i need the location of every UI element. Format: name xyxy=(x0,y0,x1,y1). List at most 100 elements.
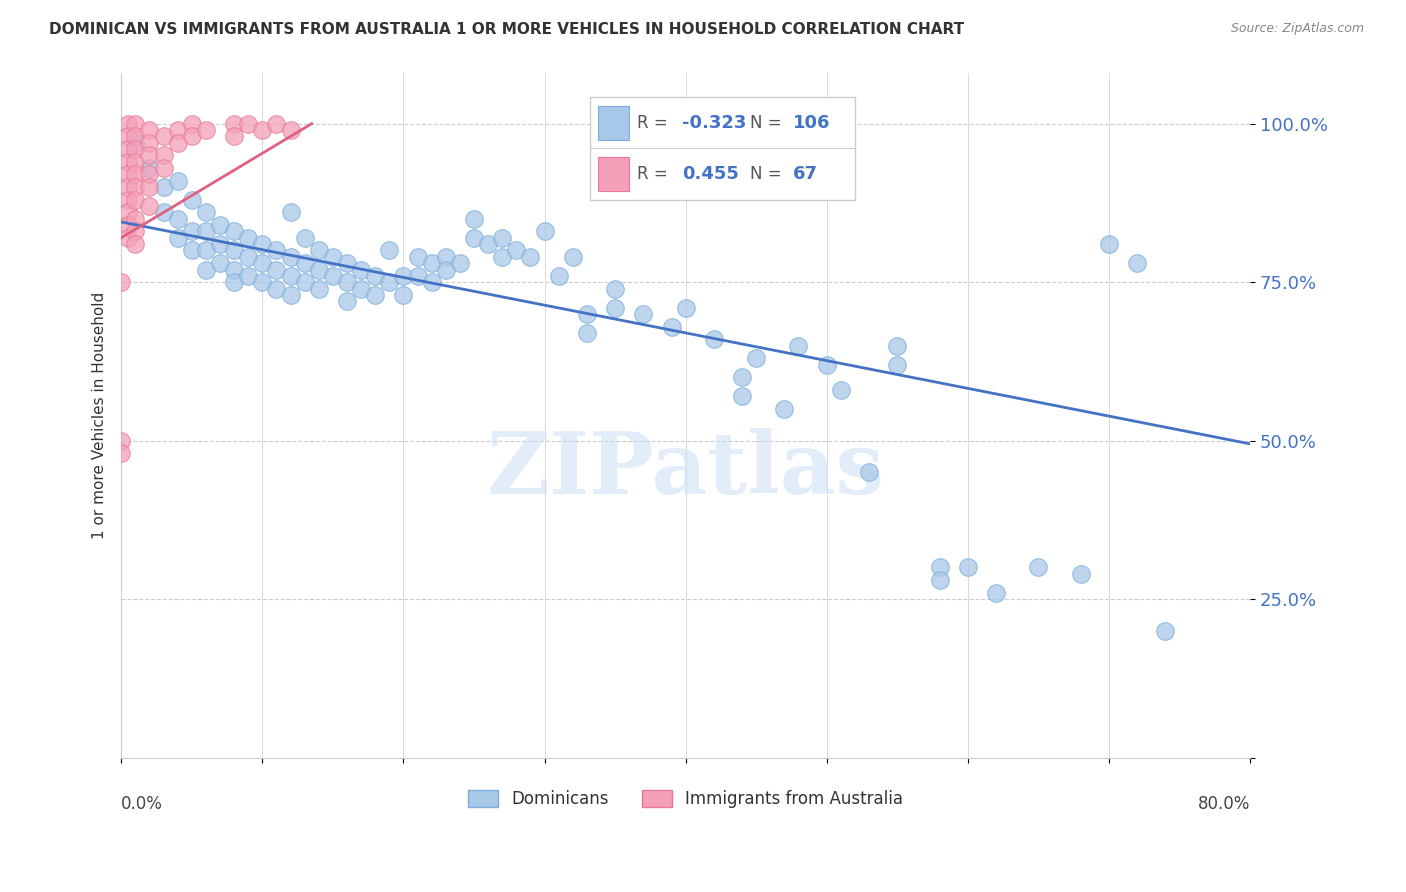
Point xyxy=(280,250,302,264)
Text: ZIPatlas: ZIPatlas xyxy=(486,428,884,512)
Point xyxy=(124,211,146,226)
Legend: Dominicans, Immigrants from Australia: Dominicans, Immigrants from Australia xyxy=(461,783,910,814)
Point xyxy=(166,174,188,188)
Point xyxy=(124,237,146,252)
Point xyxy=(294,275,316,289)
Point xyxy=(731,370,754,384)
Point xyxy=(166,123,188,137)
Point xyxy=(787,338,810,352)
Point xyxy=(117,231,139,245)
Text: 80.0%: 80.0% xyxy=(1198,796,1250,814)
Point xyxy=(463,231,485,245)
Point xyxy=(180,129,202,144)
Point xyxy=(830,383,852,397)
Point xyxy=(928,573,950,587)
Text: 0.455: 0.455 xyxy=(682,165,740,183)
Point xyxy=(117,168,139,182)
Text: DOMINICAN VS IMMIGRANTS FROM AUSTRALIA 1 OR MORE VEHICLES IN HOUSEHOLD CORRELATI: DOMINICAN VS IMMIGRANTS FROM AUSTRALIA 1… xyxy=(49,22,965,37)
Point xyxy=(222,224,245,238)
Point xyxy=(238,117,260,131)
Point xyxy=(675,168,697,182)
Point xyxy=(208,237,231,252)
Point xyxy=(166,136,188,150)
Point xyxy=(222,262,245,277)
Text: R =: R = xyxy=(637,113,673,132)
Point xyxy=(138,148,160,162)
Point xyxy=(477,237,499,252)
Point xyxy=(308,262,330,277)
Point xyxy=(222,244,245,258)
Bar xyxy=(598,105,628,140)
Point xyxy=(1070,566,1092,581)
Point xyxy=(124,224,146,238)
Point xyxy=(124,136,146,150)
Point xyxy=(180,117,202,131)
Point xyxy=(350,281,373,295)
Point xyxy=(350,262,373,277)
Point xyxy=(308,244,330,258)
Point xyxy=(280,268,302,283)
Point xyxy=(152,148,174,162)
Point xyxy=(575,307,598,321)
Point xyxy=(364,268,387,283)
Point xyxy=(138,161,160,175)
Point xyxy=(124,180,146,194)
Text: R =: R = xyxy=(637,165,673,183)
Point xyxy=(294,231,316,245)
Point xyxy=(308,281,330,295)
Point xyxy=(266,117,288,131)
Point xyxy=(238,250,260,264)
Point xyxy=(434,262,457,277)
Text: -0.323: -0.323 xyxy=(682,113,747,132)
Point xyxy=(858,466,880,480)
Point xyxy=(280,205,302,219)
Point xyxy=(152,161,174,175)
Point xyxy=(336,275,359,289)
Point xyxy=(1126,256,1149,270)
Point xyxy=(194,244,217,258)
Point xyxy=(152,180,174,194)
Point xyxy=(603,281,626,295)
Point xyxy=(491,231,513,245)
Point xyxy=(208,218,231,232)
Point xyxy=(138,123,160,137)
Point xyxy=(180,244,202,258)
Point xyxy=(266,281,288,295)
Text: 67: 67 xyxy=(793,165,818,183)
Point xyxy=(1028,560,1050,574)
Point xyxy=(124,129,146,144)
Point xyxy=(222,129,245,144)
Point xyxy=(745,351,768,366)
Point xyxy=(322,250,344,264)
Point xyxy=(117,205,139,219)
Point xyxy=(491,250,513,264)
Point xyxy=(561,250,583,264)
Point xyxy=(322,268,344,283)
Point xyxy=(124,142,146,156)
Point xyxy=(505,244,527,258)
Point xyxy=(633,307,655,321)
Point xyxy=(124,154,146,169)
Point xyxy=(575,326,598,340)
Point xyxy=(208,256,231,270)
Point xyxy=(815,358,838,372)
Point xyxy=(238,268,260,283)
Point xyxy=(138,180,160,194)
Point xyxy=(392,268,415,283)
Point xyxy=(117,154,139,169)
Point xyxy=(194,224,217,238)
Point xyxy=(886,358,908,372)
Text: N =: N = xyxy=(749,165,787,183)
Point xyxy=(194,123,217,137)
Point xyxy=(166,211,188,226)
Point xyxy=(1154,624,1177,638)
Text: N =: N = xyxy=(749,113,787,132)
Point xyxy=(110,434,132,448)
Point xyxy=(222,275,245,289)
Point xyxy=(152,205,174,219)
Point xyxy=(194,262,217,277)
Point xyxy=(180,224,202,238)
Point xyxy=(603,301,626,315)
Point xyxy=(280,123,302,137)
Point xyxy=(406,268,429,283)
